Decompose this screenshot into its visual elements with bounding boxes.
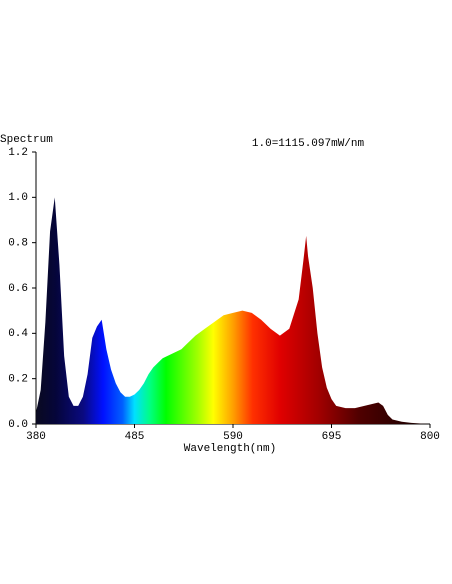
y-tick-label: 1.0 <box>8 192 28 204</box>
y-tick-label: 0.6 <box>8 283 28 295</box>
x-tick-label: 380 <box>26 431 46 443</box>
annotation: 1.0=1115.097mW/nm <box>252 138 365 150</box>
spectrum-area <box>36 197 430 424</box>
x-axis-label: Wavelength(nm) <box>184 443 276 455</box>
y-tick-label: 0.8 <box>8 238 28 250</box>
x-tick-label: 695 <box>322 431 342 443</box>
x-tick-label: 800 <box>420 431 440 443</box>
y-tick-label: 0.0 <box>8 419 28 431</box>
y-tick-label: 0.4 <box>8 328 28 340</box>
x-tick-label: 485 <box>125 431 145 443</box>
x-tick-label: 590 <box>223 431 243 443</box>
chart-title: Spectrum <box>0 134 53 146</box>
y-tick-label: 0.2 <box>8 374 28 386</box>
y-tick-label: 1.2 <box>8 147 28 159</box>
